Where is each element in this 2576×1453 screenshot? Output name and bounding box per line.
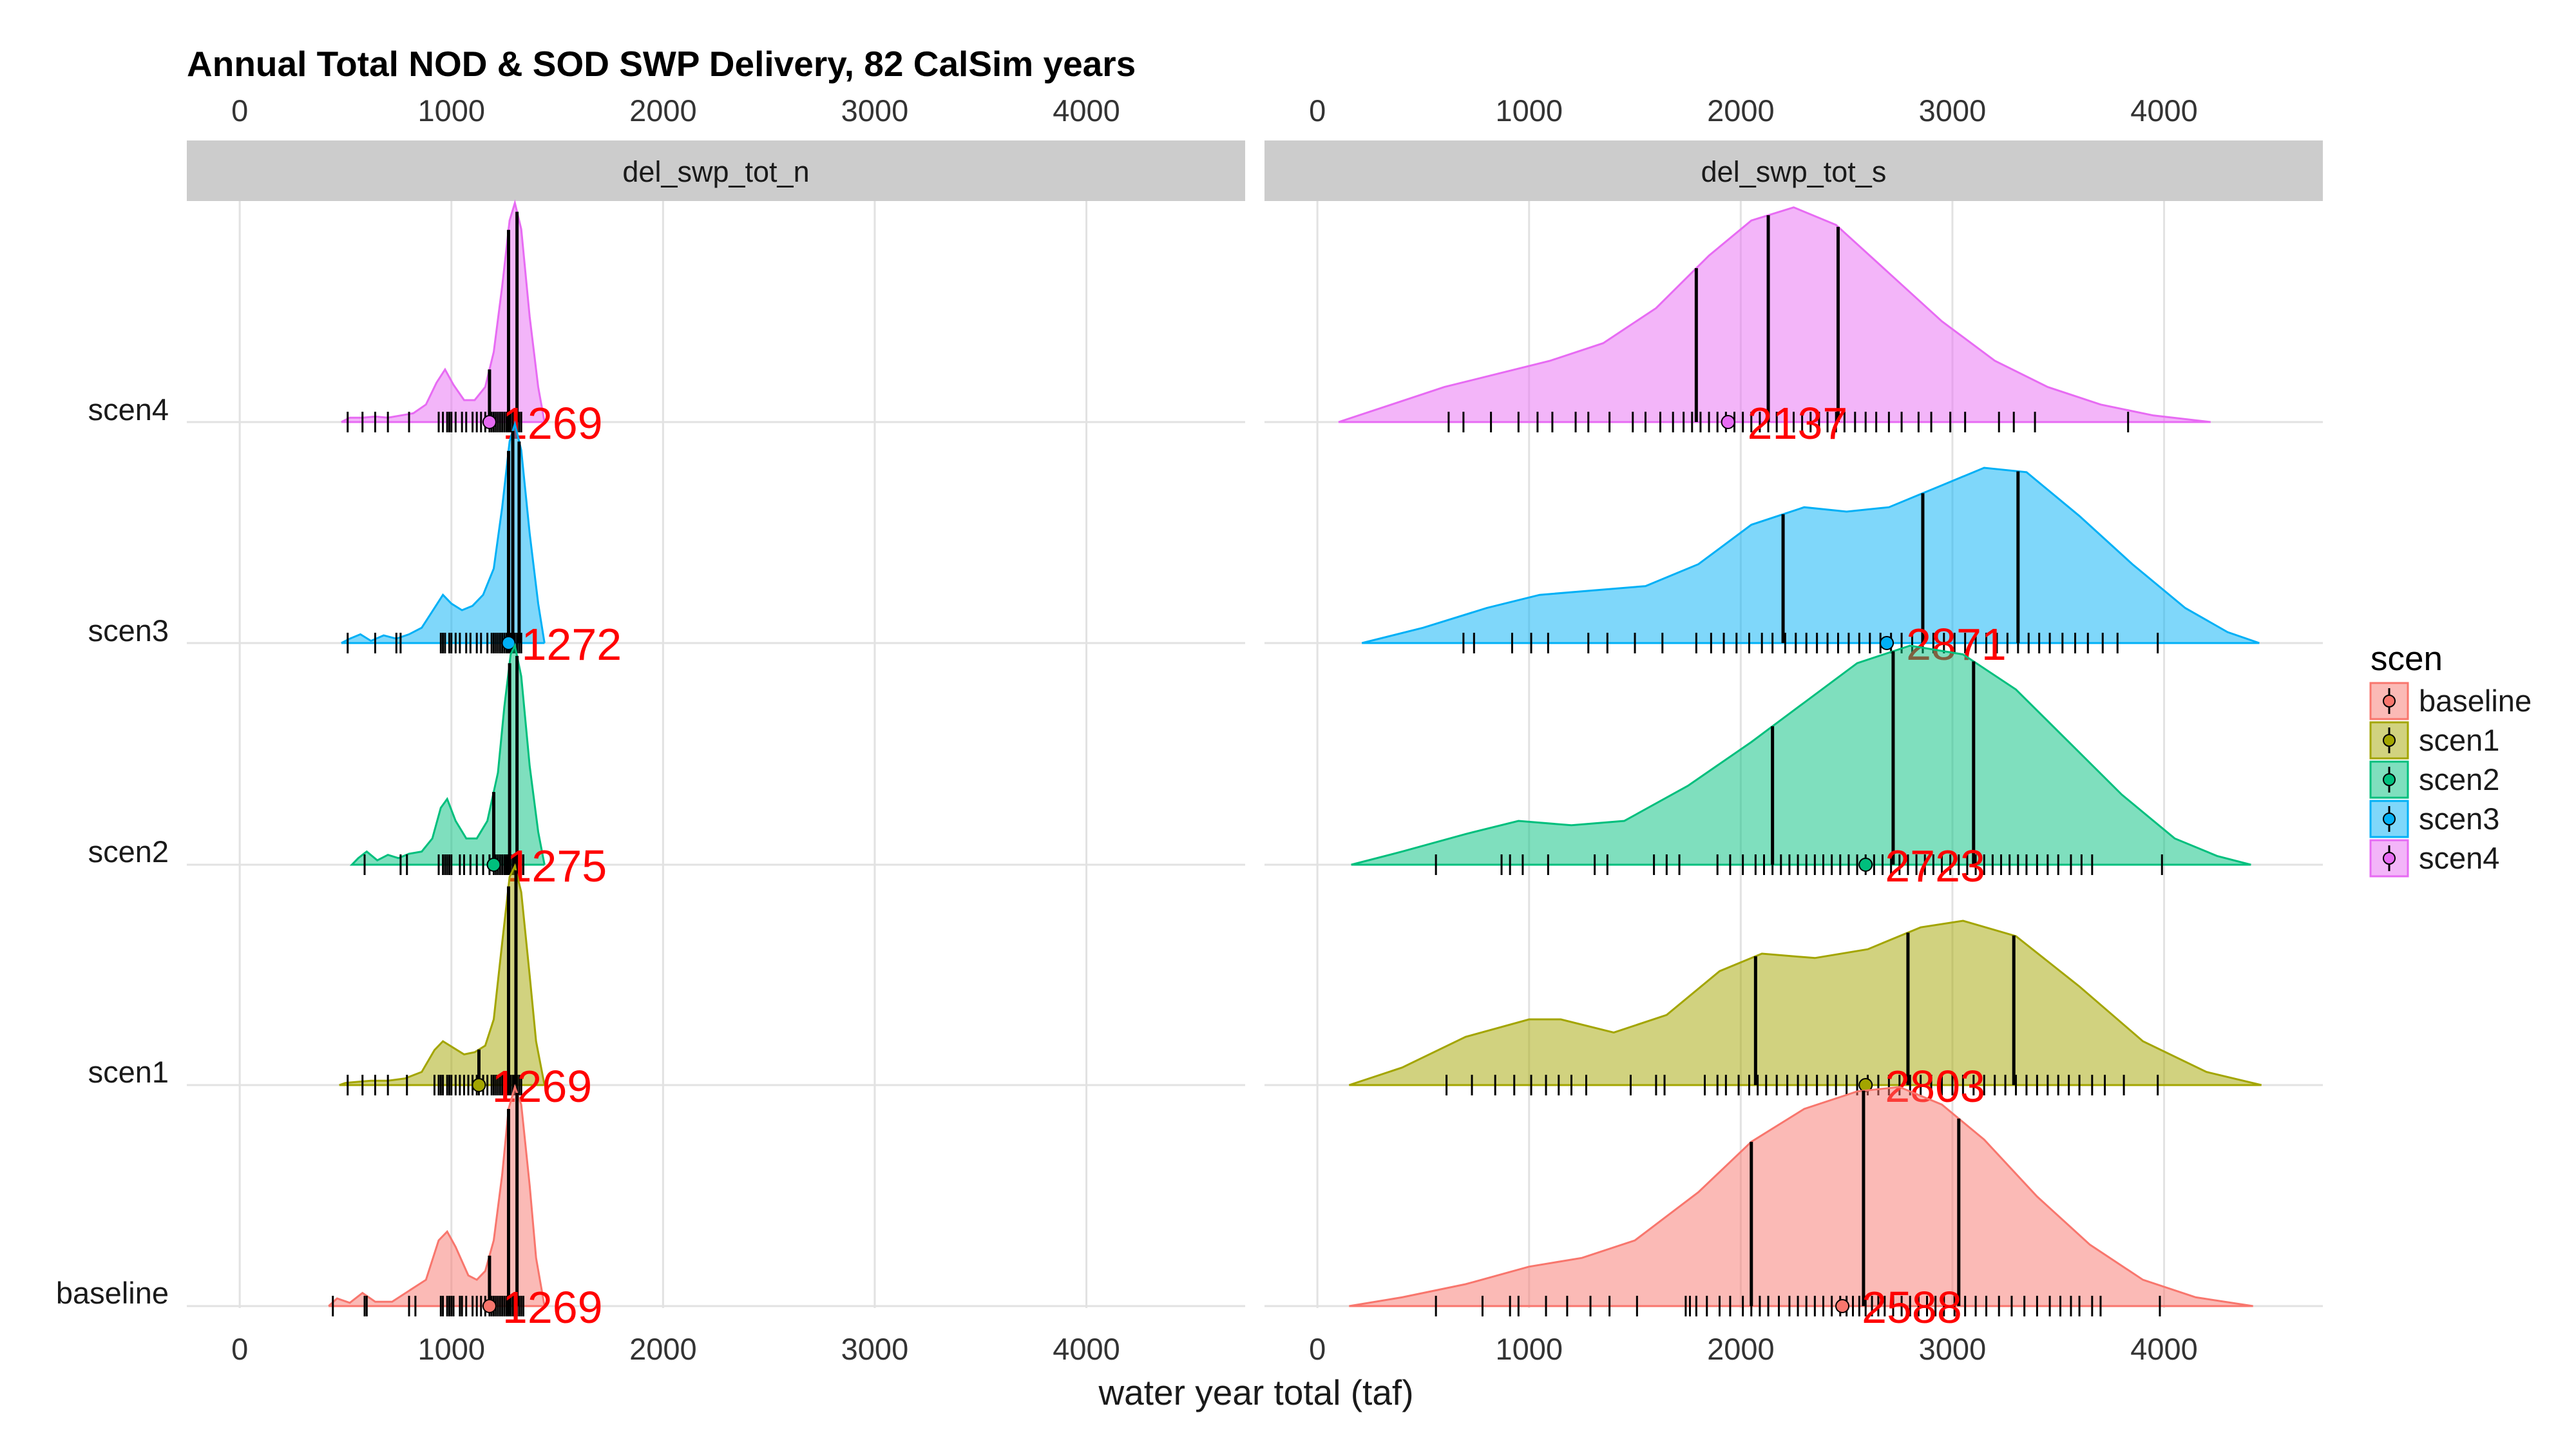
y-tick-label: scen1 <box>88 1055 169 1089</box>
mean-label: 1275 <box>506 841 607 891</box>
series-scen4: 2137 <box>1338 206 2211 448</box>
mean-label: 1269 <box>491 1061 592 1111</box>
x-tick-label-top: 1000 <box>417 93 485 128</box>
series-scen2: 1275 <box>349 642 607 891</box>
panels-layer: del_swp_tot_n 0 0 1000 1000 2000 2000 3000 3000 4… <box>56 93 2323 1366</box>
density-ridge <box>1338 206 2211 423</box>
series-scen3: 2871 <box>1361 467 2260 669</box>
series-baseline: 1269 <box>328 1084 603 1333</box>
legend-label: scen4 <box>2419 841 2499 875</box>
series-scen3: 1272 <box>341 420 622 669</box>
y-tick-label: scen4 <box>88 392 169 427</box>
panel-del_swp_tot_n: del_swp_tot_n 0 0 1000 1000 2000 2000 3000 3000 4… <box>187 93 1245 1366</box>
facet-strip <box>1264 140 2323 201</box>
mean-point <box>1721 415 1735 429</box>
facet-strip <box>187 140 1245 201</box>
mean-label: 2723 <box>1885 841 1985 891</box>
x-tick-label: 0 <box>231 1332 248 1366</box>
x-tick-label: 1000 <box>417 1332 485 1366</box>
legend-label: scen1 <box>2419 723 2499 757</box>
mean-point <box>1835 1299 1850 1313</box>
facet-strip-label: del_swp_tot_n <box>622 155 809 188</box>
x-tick-label-top: 1000 <box>1495 93 1563 128</box>
mean-label: 1269 <box>502 1282 603 1333</box>
mean-label: 2137 <box>1748 398 1848 448</box>
legend-key-point <box>2383 695 2396 707</box>
legend-entry-scen4: scen4 <box>2369 839 2499 878</box>
x-axis-label: water year total (taf) <box>1098 1372 1413 1412</box>
x-tick-label: 4000 <box>2130 1332 2198 1366</box>
legend-label: scen3 <box>2419 802 2499 836</box>
x-tick-label-top: 4000 <box>1053 93 1120 128</box>
x-tick-label-top: 0 <box>1309 93 1326 128</box>
density-ridge <box>1361 467 2260 644</box>
density-ridge <box>341 199 546 423</box>
legend-label: baseline <box>2419 684 2532 718</box>
legend-title: scen <box>2371 640 2443 678</box>
legend-key-point <box>2383 734 2396 747</box>
legend-entry-scen3: scen3 <box>2369 800 2499 838</box>
legend-label: scen2 <box>2419 762 2499 796</box>
density-ridge <box>1348 919 2262 1086</box>
x-tick-label-top: 2000 <box>1707 93 1775 128</box>
x-tick-label-top: 4000 <box>2130 93 2198 128</box>
x-tick-label-top: 3000 <box>841 93 909 128</box>
mean-point <box>1858 858 1873 872</box>
mean-point <box>1880 636 1894 650</box>
x-tick-label: 3000 <box>841 1332 909 1366</box>
series-scen2: 2723 <box>1351 644 2251 891</box>
x-tick-label-top: 3000 <box>1919 93 1987 128</box>
x-tick-label: 0 <box>1309 1332 1326 1366</box>
mean-label: 1272 <box>521 619 622 669</box>
x-tick-label-top: 0 <box>231 93 248 128</box>
facet-strip-label: del_swp_tot_s <box>1701 155 1887 188</box>
series-scen1: 2803 <box>1348 919 2262 1111</box>
density-ridge <box>349 642 546 866</box>
panel-del_swp_tot_s: del_swp_tot_s 0 0 1000 1000 2000 2000 3000 3000 4… <box>1264 93 2323 1366</box>
legend: baseline scen1 scen2 scen3 scen4 <box>2369 682 2532 878</box>
mean-point <box>501 636 516 650</box>
legend-entry-scen1: scen1 <box>2369 721 2499 760</box>
chart-title: Annual Total NOD & SOD SWP Delivery, 82 … <box>187 44 1136 84</box>
y-tick-label: scen3 <box>88 613 169 648</box>
density-ridge <box>328 1084 546 1307</box>
density-ridge <box>1351 644 2251 866</box>
series-scen1: 1269 <box>339 863 592 1111</box>
mean-label: 2588 <box>1862 1282 1962 1333</box>
legend-entry-baseline: baseline <box>2369 682 2532 720</box>
legend-key-point <box>2383 852 2396 865</box>
x-tick-label-top: 2000 <box>629 93 697 128</box>
x-tick-label: 3000 <box>1919 1332 1987 1366</box>
density-ridge <box>341 420 546 644</box>
x-tick-label: 4000 <box>1053 1332 1120 1366</box>
legend-key-point <box>2383 813 2396 825</box>
mean-point <box>482 1299 497 1313</box>
x-tick-label: 1000 <box>1495 1332 1563 1366</box>
mean-point <box>482 415 497 429</box>
y-tick-label: baseline <box>56 1276 169 1310</box>
mean-point <box>486 858 501 872</box>
legend-entry-scen2: scen2 <box>2369 760 2499 799</box>
mean-point <box>472 1078 486 1092</box>
density-ridge <box>1349 1086 2253 1307</box>
series-scen4: 1269 <box>341 199 603 448</box>
density-ridge <box>339 863 546 1086</box>
legend-key-point <box>2383 773 2396 786</box>
y-tick-label: scen2 <box>88 834 169 869</box>
series-baseline: 2588 <box>1349 1086 2253 1333</box>
x-tick-label: 2000 <box>1707 1332 1775 1366</box>
x-tick-label: 2000 <box>629 1332 697 1366</box>
